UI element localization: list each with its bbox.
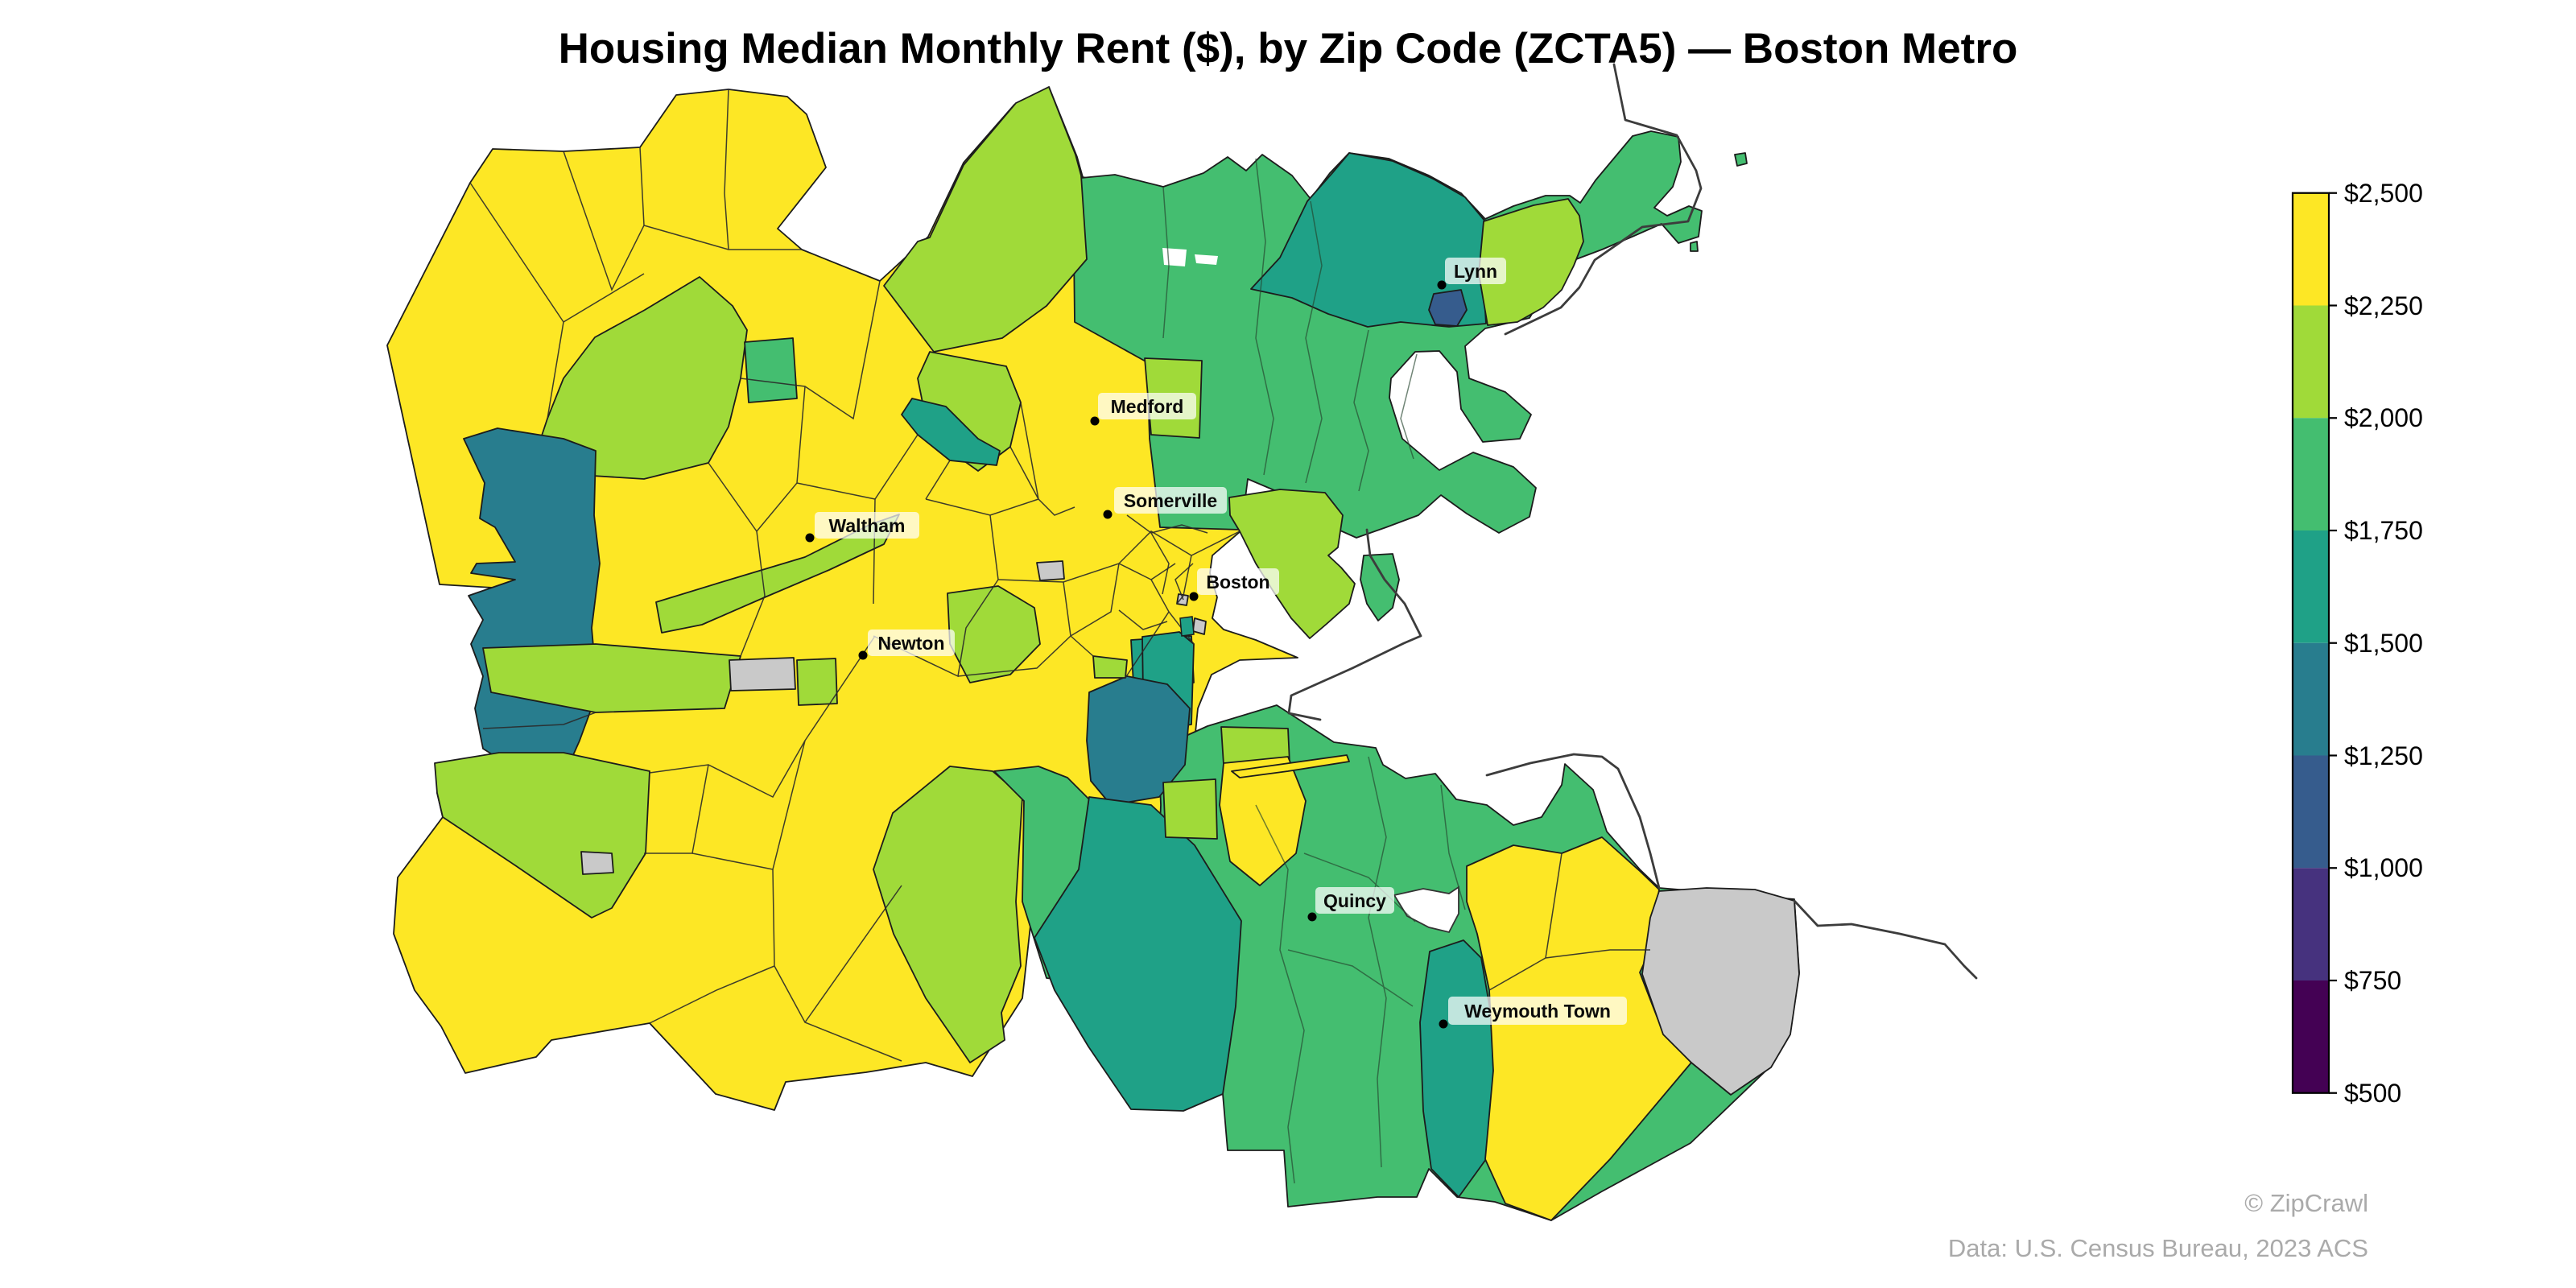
- svg-text:© ZipCrawl: © ZipCrawl: [2244, 1189, 2368, 1217]
- svg-text:$1,250: $1,250: [2344, 741, 2423, 770]
- svg-text:Housing Median Monthly Rent ($: Housing Median Monthly Rent ($), by Zip …: [559, 25, 2018, 72]
- svg-text:Lynn: Lynn: [1454, 261, 1497, 282]
- svg-text:$750: $750: [2344, 966, 2401, 995]
- svg-text:$500: $500: [2344, 1079, 2401, 1108]
- svg-text:Newton: Newton: [877, 633, 944, 654]
- svg-text:Somerville: Somerville: [1124, 490, 1217, 511]
- svg-text:Quincy: Quincy: [1323, 890, 1386, 911]
- svg-text:Weymouth Town: Weymouth Town: [1464, 1001, 1611, 1022]
- svg-text:$2,250: $2,250: [2344, 291, 2423, 320]
- svg-text:$2,500: $2,500: [2344, 179, 2423, 208]
- svg-text:$1,750: $1,750: [2344, 516, 2423, 545]
- svg-text:$1,500: $1,500: [2344, 629, 2423, 658]
- svg-text:Waltham: Waltham: [829, 515, 906, 536]
- svg-text:Medford: Medford: [1111, 396, 1184, 417]
- svg-text:Data: U.S. Census Bureau, 2023: Data: U.S. Census Bureau, 2023 ACS: [1948, 1234, 2368, 1262]
- svg-text:$1,000: $1,000: [2344, 853, 2423, 882]
- svg-text:$2,000: $2,000: [2344, 403, 2423, 432]
- svg-text:Boston: Boston: [1206, 572, 1269, 592]
